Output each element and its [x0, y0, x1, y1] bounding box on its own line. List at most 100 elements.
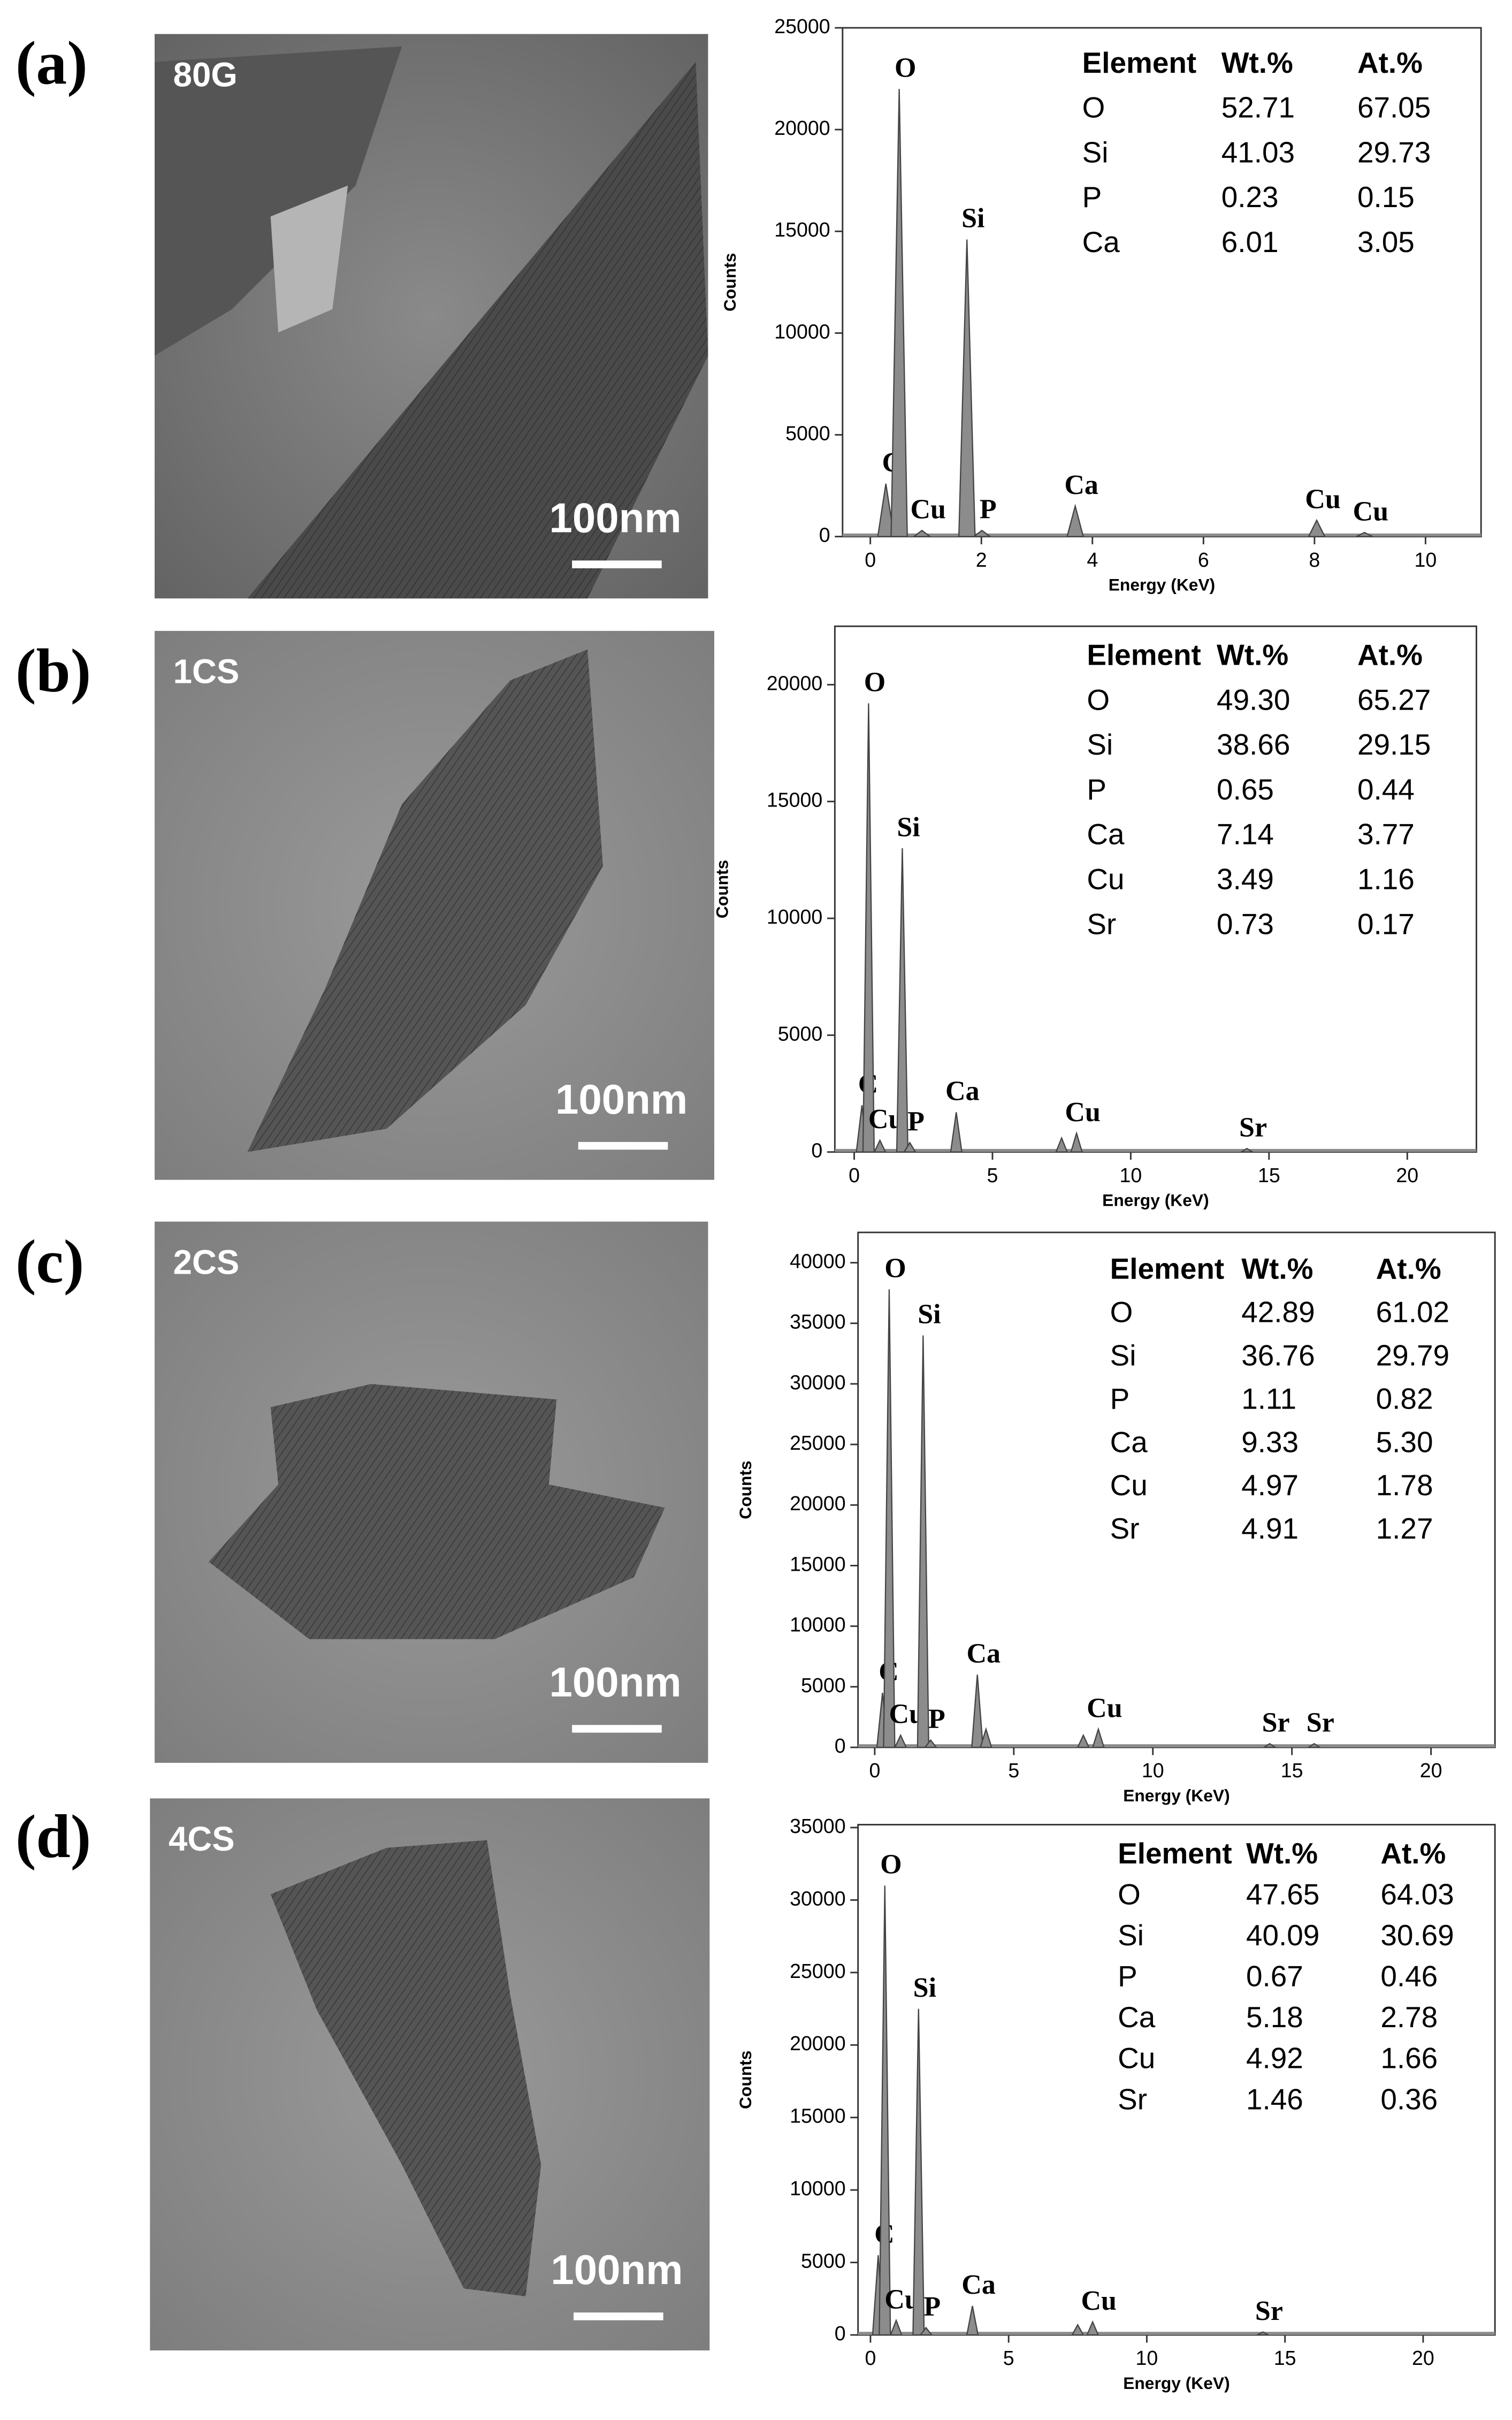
table-cell: 5.18	[1246, 2000, 1303, 2034]
table-cell: 0.36	[1380, 2082, 1438, 2115]
peak-label: Sr	[1255, 2296, 1283, 2326]
table-cell: 36.76	[1241, 1338, 1315, 1372]
peak-label: Ca	[945, 1076, 980, 1107]
x-tick-label: 5	[1008, 1759, 1019, 1782]
peak	[1257, 2331, 1269, 2336]
x-tick-label: 10	[1415, 549, 1437, 571]
peak	[1239, 1147, 1255, 1153]
table-cell: 7.14	[1217, 818, 1274, 851]
table-cell: 3.77	[1357, 818, 1415, 851]
table-cell: 38.66	[1217, 728, 1290, 761]
table-cell: O	[1118, 1877, 1141, 1911]
y-tick-label: 30000	[790, 1371, 845, 1394]
y-tick-label: 20000	[767, 672, 822, 694]
peak	[1306, 1742, 1322, 1748]
x-tick-label: 6	[1198, 549, 1209, 571]
table-cell: Si	[1082, 135, 1109, 169]
x-tick-label: 10	[1120, 1164, 1142, 1186]
table-cell: Cu	[1087, 862, 1124, 895]
table-cell: Ca	[1118, 2000, 1156, 2034]
peak-label: Sr	[1307, 1708, 1334, 1738]
x-tick-label: 4	[1087, 549, 1098, 571]
y-tick-label: 10000	[767, 905, 822, 928]
peak	[1070, 1131, 1083, 1153]
table-cell: 41.03	[1221, 135, 1295, 169]
y-tick-label: 5000	[785, 422, 830, 444]
peak	[1086, 2320, 1099, 2336]
peak-label: Sr	[1239, 1112, 1267, 1143]
table-header: Element	[1110, 1252, 1224, 1285]
y-tick-label: 15000	[767, 789, 822, 811]
scale-bar-label: 100nm	[551, 2246, 683, 2293]
peak	[1055, 1136, 1068, 1153]
x-axis-title: Energy (KeV)	[1109, 575, 1215, 594]
x-tick-label: 5	[1003, 2347, 1014, 2369]
table-cell: P	[1087, 773, 1106, 806]
y-tick-label: 25000	[774, 15, 830, 37]
x-axis-title: Energy (KeV)	[1123, 1786, 1230, 1805]
table-cell: 1.78	[1376, 1468, 1433, 1502]
y-tick-label: 15000	[790, 1553, 845, 1575]
peak	[1066, 504, 1085, 537]
peak-label: Cu	[1081, 2286, 1117, 2316]
x-tick-label: 2	[976, 549, 987, 571]
peak	[1076, 1733, 1090, 1748]
table-cell: 1.11	[1241, 1382, 1296, 1415]
table-cell: 4.97	[1241, 1468, 1299, 1502]
table-cell: 0.67	[1246, 1960, 1303, 1993]
y-tick-label: 20000	[790, 2032, 845, 2054]
table-header: Element	[1087, 638, 1201, 672]
table-cell: 29.15	[1357, 728, 1431, 761]
peak	[873, 1139, 887, 1153]
x-tick-label: 15	[1258, 1164, 1280, 1186]
x-tick-label: 20	[1412, 2347, 1434, 2369]
sample-label: 1CS	[173, 653, 240, 691]
table-cell: 65.27	[1357, 683, 1431, 716]
peak	[894, 1733, 907, 1748]
table-cell: 5.30	[1376, 1425, 1433, 1458]
x-tick-label: 0	[865, 549, 876, 571]
table-cell: O	[1082, 91, 1105, 124]
tem-image	[150, 1798, 710, 2350]
panel-label: (b)	[16, 636, 91, 705]
table-cell: 29.73	[1357, 135, 1431, 169]
table-cell: 0.23	[1221, 180, 1279, 214]
table-cell: 0.46	[1380, 1960, 1438, 1993]
table-cell: Ca	[1082, 225, 1120, 258]
scale-bar-label: 100nm	[549, 494, 681, 541]
table-header: Element	[1082, 46, 1196, 79]
peak	[1091, 1727, 1105, 1748]
table-cell: 49.30	[1217, 683, 1290, 716]
x-tick-label: 0	[869, 1759, 880, 1782]
peak	[1071, 2323, 1085, 2336]
table-cell: 3.49	[1217, 862, 1274, 895]
peak-label: Cu	[1305, 484, 1340, 514]
plot-frame	[857, 1824, 1496, 2336]
y-axis-title: Counts	[736, 2051, 755, 2109]
peak	[879, 1885, 891, 2336]
table-cell: 67.05	[1357, 91, 1431, 124]
table-cell: 3.05	[1357, 225, 1415, 258]
peak	[912, 529, 932, 537]
y-tick-label: 0	[811, 1139, 822, 1162]
peak-label: Si	[913, 1973, 936, 2003]
y-tick-label: 20000	[790, 1492, 845, 1515]
table-cell: 4.92	[1246, 2042, 1303, 2075]
x-axis-title: Energy (KeV)	[1123, 2373, 1230, 2393]
table-header: Wt.%	[1217, 638, 1288, 672]
y-tick-label: 35000	[790, 1815, 845, 1837]
y-tick-label: 10000	[790, 2177, 845, 2200]
tem-image	[155, 630, 714, 1180]
peak	[971, 1675, 984, 1748]
table-cell: O	[1087, 683, 1110, 716]
tem-image	[155, 34, 708, 599]
panel-label: (d)	[16, 1802, 91, 1871]
table-cell: Ca	[1087, 818, 1125, 851]
table-header: Element	[1118, 1837, 1232, 1870]
peak-label: Si	[961, 203, 984, 234]
table-cell: 1.27	[1376, 1512, 1433, 1545]
table-cell: 1.66	[1380, 2042, 1438, 2075]
panel-label: (c)	[16, 1227, 84, 1296]
sample-label: 4CS	[169, 1820, 235, 1858]
